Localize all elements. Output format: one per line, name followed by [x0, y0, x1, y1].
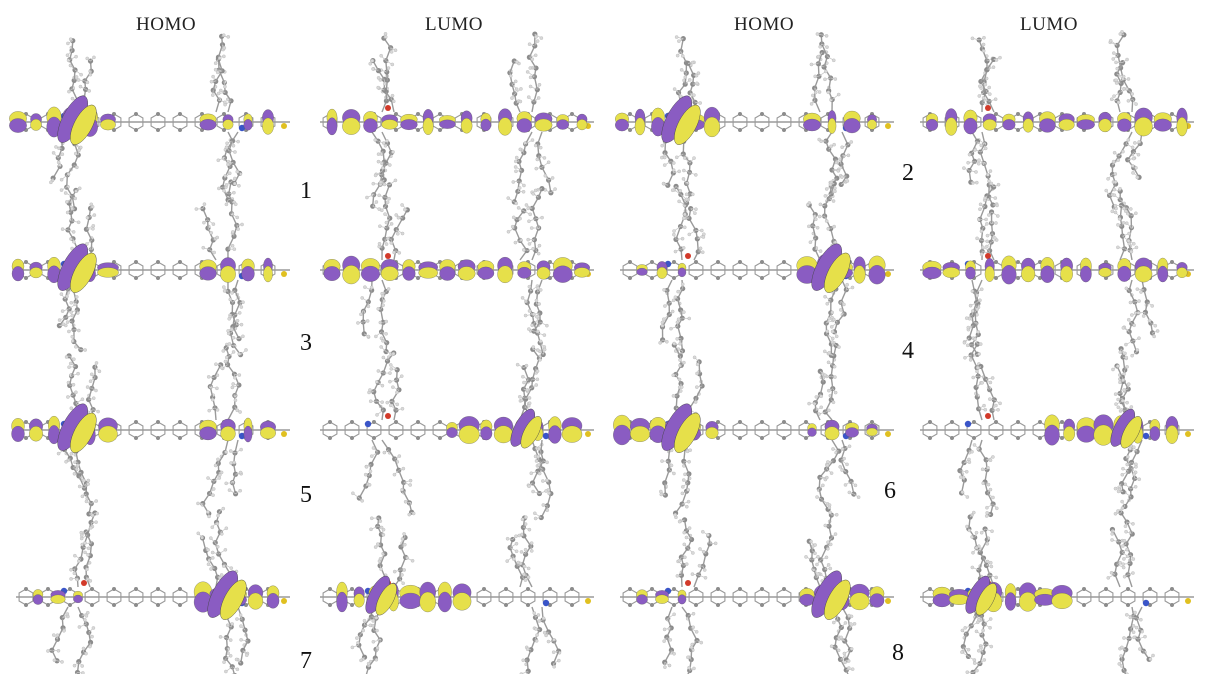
- label-compound-1: 1: [300, 178, 312, 205]
- label-compound-6: 6: [884, 478, 896, 505]
- label-compound-3: 3: [300, 330, 312, 357]
- label-compound-7: 7: [300, 648, 312, 675]
- label-compound-2: 2: [902, 160, 914, 187]
- label-compound-8: 8: [892, 640, 904, 667]
- label-compound-4: 4: [902, 338, 914, 365]
- label-compound-5: 5: [300, 482, 312, 509]
